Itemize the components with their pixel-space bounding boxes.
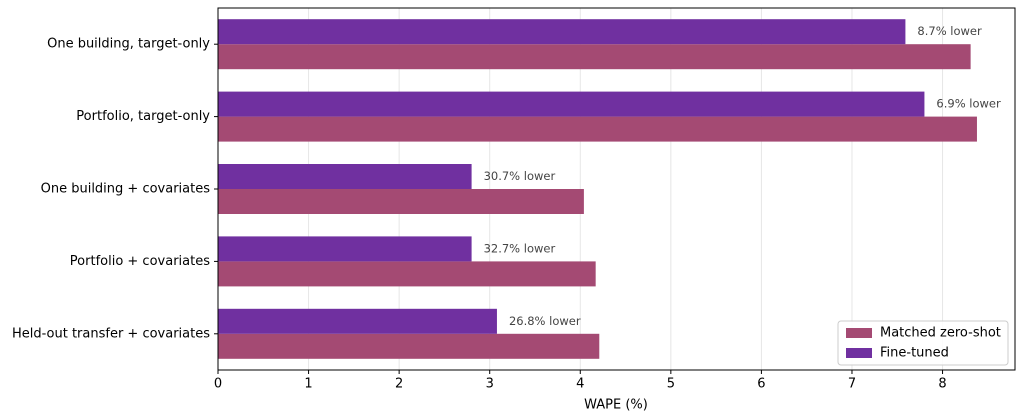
x-tick-label: 2 [395,377,403,392]
y-tick-label: One building + covariates [41,182,211,197]
x-tick-label: 8 [938,377,946,392]
bar [218,236,472,262]
bar [218,333,600,359]
bar [218,261,596,287]
annotation: 32.7% lower [484,241,556,255]
bar [218,19,906,45]
legend-label: Fine-tuned [880,346,949,361]
bar [218,189,584,214]
annotation: 26.8% lower [509,314,581,328]
legend-label: Matched zero-shot [880,326,1001,341]
bar [218,116,977,142]
legend: Matched zero-shot Fine-tuned [837,320,1009,366]
legend-swatch [846,348,872,358]
x-tick-label: 1 [304,377,312,392]
x-tick-label: 3 [486,377,494,392]
x-tick-label: 4 [576,377,584,392]
y-tick-label: Portfolio + covariates [70,254,210,269]
x-tick-label: 6 [757,377,765,392]
bar [218,44,971,70]
legend-swatch [846,328,872,338]
plot-frame [217,7,1016,371]
annotation: 30.7% lower [484,169,556,183]
x-tick-label: 0 [214,377,222,392]
y-tick-label: One building, target-only [47,37,210,52]
x-axis-label: WAPE (%) [584,398,648,413]
annotation: 8.7% lower [917,24,982,38]
x-tick-label: 5 [667,377,675,392]
x-tick-label: 7 [848,377,856,392]
bar [218,164,472,189]
bar [218,308,497,334]
legend-box [837,320,1009,366]
bar [218,91,925,117]
y-tick-label: Held-out transfer + covariates [12,326,210,341]
y-tick-label: Portfolio, target-only [76,109,210,124]
annotation: 6.9% lower [936,97,1001,111]
